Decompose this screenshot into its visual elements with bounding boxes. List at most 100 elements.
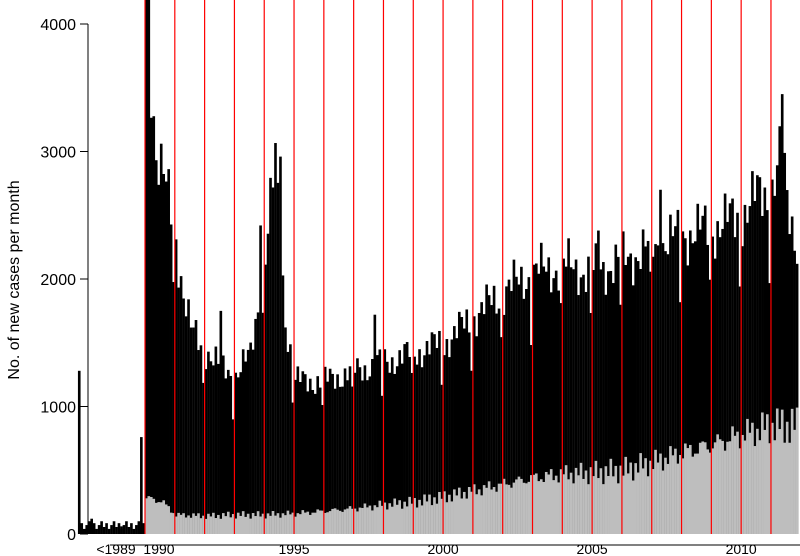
total-cases-bar [284, 327, 287, 534]
total-cases-bar [520, 266, 523, 534]
subset-cases-bar [311, 512, 315, 534]
subset-cases-bar [301, 510, 305, 534]
subset-cases-bar [686, 448, 690, 534]
subset-cases-bar [726, 441, 729, 534]
subset-cases-bar [162, 500, 166, 534]
subset-cases-bar [264, 518, 267, 534]
total-cases-bar [688, 230, 692, 534]
total-cases-bar [497, 308, 501, 534]
total-cases-bar [492, 285, 496, 534]
total-cases-bar [212, 365, 215, 534]
subset-cases-bar [770, 422, 774, 534]
subset-cases-bar [254, 516, 257, 534]
subset-cases-bar [246, 513, 250, 534]
total-cases-bar [619, 304, 623, 534]
subset-cases-bar [671, 455, 675, 534]
total-cases-bar [480, 302, 483, 534]
total-cases-bar [326, 381, 329, 534]
total-cases-bar [636, 261, 640, 534]
subset-cases-bar [204, 518, 208, 534]
subset-cases-bar [393, 498, 397, 534]
total-cases-bar [254, 318, 257, 534]
pre-1990-bar [127, 526, 131, 534]
total-cases-bar [718, 237, 722, 534]
subset-cases-bar [184, 517, 188, 534]
subset-cases-bar [415, 507, 419, 534]
total-cases-bar [376, 355, 379, 534]
total-cases-bar [331, 373, 334, 534]
subset-cases-bar [174, 516, 178, 534]
subset-cases-bar [217, 514, 220, 534]
total-cases-bar [154, 160, 158, 535]
total-cases-bar [532, 264, 536, 534]
subset-cases-bar [207, 513, 210, 534]
subset-cases-bar [470, 491, 474, 534]
subset-cases-bar [462, 491, 466, 534]
total-cases-bar [487, 295, 491, 534]
pre-1990-bar [112, 521, 116, 534]
total-cases-bar [147, 0, 151, 534]
subset-cases-bar [226, 511, 230, 534]
subset-cases-bar [698, 442, 702, 534]
subset-cases-bar [649, 460, 652, 534]
subset-cases-bar [587, 484, 590, 534]
total-cases-bar [145, 0, 148, 534]
total-cases-bar [502, 314, 506, 534]
y-tick-label: 4000 [40, 17, 76, 34]
subset-cases-bar [520, 478, 523, 534]
total-cases-bar [564, 266, 568, 534]
subset-cases-bar [157, 502, 161, 534]
subset-cases-bar [517, 476, 521, 534]
subset-cases-bar [495, 491, 498, 534]
subset-cases-bar [303, 512, 307, 534]
total-cases-bar [294, 379, 297, 534]
subset-cases-bar [405, 506, 409, 534]
total-cases-bar [202, 382, 205, 534]
total-cases-bar [226, 369, 230, 534]
x-tick-label: 2000 [428, 541, 459, 556]
total-cases-bar [296, 366, 300, 534]
subset-cases-bar [356, 511, 359, 534]
total-cases-bar [681, 231, 685, 535]
total-cases-bar [398, 350, 402, 534]
subset-cases-bar [731, 426, 734, 534]
subset-cases-bar [222, 513, 225, 534]
subset-cases-bar [515, 479, 518, 534]
subset-cases-bar [624, 456, 628, 534]
subset-cases-bar [527, 481, 531, 534]
subset-cases-bar [500, 483, 503, 534]
total-cases-bar [604, 294, 608, 534]
total-cases-bar [204, 369, 208, 534]
subset-cases-bar [539, 479, 543, 534]
total-cases-bar [477, 313, 481, 534]
total-cases-bar [644, 246, 647, 534]
subset-cases-bar [557, 482, 560, 534]
subset-cases-bar [609, 458, 613, 534]
total-cases-bar [577, 295, 580, 534]
total-cases-bar [738, 286, 742, 534]
total-cases-bar [505, 286, 508, 534]
subset-cases-bar [711, 448, 714, 534]
y-tick-label: 2000 [40, 272, 76, 289]
total-cases-bar [249, 342, 252, 534]
subset-cases-bar [604, 466, 608, 534]
subset-cases-bar [388, 503, 392, 534]
subset-cases-bar [341, 511, 344, 534]
total-cases-bar [457, 311, 461, 534]
total-cases-bar [482, 314, 486, 534]
total-cases-bar [244, 361, 247, 534]
subset-cases-bar [611, 476, 615, 534]
y-tick-label: 0 [67, 527, 76, 544]
x-tick-label: 1995 [278, 541, 309, 556]
total-cases-bar [224, 378, 228, 534]
total-cases-bar [500, 337, 503, 534]
subset-cases-bar [567, 479, 570, 534]
pre-1990-bar [107, 528, 111, 534]
total-cases-bar [646, 240, 650, 535]
total-cases-bar [380, 395, 384, 534]
total-cases-bar [281, 275, 285, 534]
subset-cases-bar [602, 484, 605, 534]
total-cases-bar [428, 354, 431, 534]
subset-cases-bar [343, 509, 347, 534]
subset-cases-bar [666, 463, 670, 534]
